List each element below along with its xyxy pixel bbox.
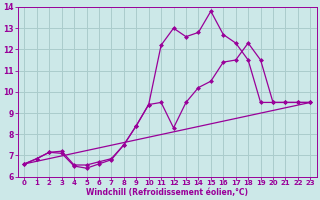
X-axis label: Windchill (Refroidissement éolien,°C): Windchill (Refroidissement éolien,°C) — [86, 188, 248, 197]
